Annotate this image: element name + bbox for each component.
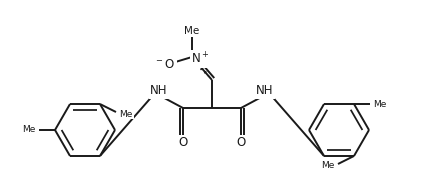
- Text: Me: Me: [184, 26, 200, 36]
- Text: N$^+$: N$^+$: [191, 51, 209, 67]
- Text: Me: Me: [321, 161, 335, 171]
- Text: Me: Me: [119, 110, 133, 118]
- Text: Me: Me: [373, 99, 387, 108]
- Text: NH: NH: [256, 84, 274, 98]
- Text: Me: Me: [22, 126, 36, 134]
- Text: $^-$O: $^-$O: [154, 58, 176, 71]
- Text: NH: NH: [150, 84, 168, 98]
- Text: O: O: [236, 136, 245, 149]
- Text: O: O: [179, 136, 188, 149]
